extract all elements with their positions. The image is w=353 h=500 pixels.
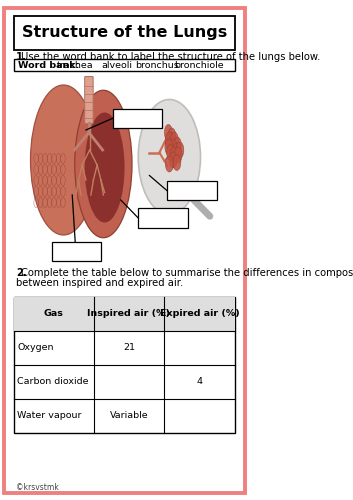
FancyBboxPatch shape xyxy=(4,8,245,492)
Text: Water vapour: Water vapour xyxy=(17,412,82,420)
Text: Use the word bank to label the structure of the lungs below.: Use the word bank to label the structure… xyxy=(21,52,321,62)
Text: 2.: 2. xyxy=(16,268,27,278)
Text: Variable: Variable xyxy=(110,412,148,420)
FancyBboxPatch shape xyxy=(85,76,93,124)
Text: alveoli: alveoli xyxy=(102,60,133,70)
FancyBboxPatch shape xyxy=(14,297,235,331)
Text: 4: 4 xyxy=(197,378,203,386)
Circle shape xyxy=(165,139,173,155)
Circle shape xyxy=(173,137,181,153)
Text: Structure of the Lungs: Structure of the Lungs xyxy=(22,25,227,40)
Text: between inspired and expired air.: between inspired and expired air. xyxy=(16,278,184,288)
Ellipse shape xyxy=(85,112,125,222)
Text: trachea: trachea xyxy=(56,60,93,70)
Circle shape xyxy=(167,144,175,160)
Ellipse shape xyxy=(75,90,132,238)
Circle shape xyxy=(176,142,184,158)
FancyBboxPatch shape xyxy=(167,181,217,200)
Text: ©krsvstmk: ©krsvstmk xyxy=(16,483,59,492)
FancyBboxPatch shape xyxy=(52,242,101,261)
Ellipse shape xyxy=(138,100,201,214)
Text: Expired air (%): Expired air (%) xyxy=(160,310,240,318)
Circle shape xyxy=(166,156,173,172)
Circle shape xyxy=(174,147,182,163)
FancyBboxPatch shape xyxy=(14,59,235,71)
Text: bronchus: bronchus xyxy=(135,60,179,70)
Circle shape xyxy=(169,152,177,168)
Text: Complete the table below to summarise the differences in composition: Complete the table below to summarise th… xyxy=(21,268,353,278)
Circle shape xyxy=(173,143,181,159)
Text: Gas: Gas xyxy=(44,310,64,318)
FancyBboxPatch shape xyxy=(14,16,235,50)
Circle shape xyxy=(164,124,172,140)
Circle shape xyxy=(168,128,176,144)
Text: Oxygen: Oxygen xyxy=(17,344,54,352)
Text: Carbon dioxide: Carbon dioxide xyxy=(17,378,89,386)
Circle shape xyxy=(170,147,178,163)
FancyBboxPatch shape xyxy=(138,208,188,228)
Text: Inspired air (%): Inspired air (%) xyxy=(88,310,170,318)
Circle shape xyxy=(166,132,173,148)
FancyBboxPatch shape xyxy=(14,297,235,433)
Circle shape xyxy=(170,132,178,148)
FancyBboxPatch shape xyxy=(113,108,162,128)
Circle shape xyxy=(173,154,181,170)
Text: Word bank:: Word bank: xyxy=(18,60,79,70)
Text: bronchiole: bronchiole xyxy=(174,60,224,70)
Ellipse shape xyxy=(30,85,96,235)
Text: 1.: 1. xyxy=(16,52,27,62)
Circle shape xyxy=(169,140,177,156)
Text: 21: 21 xyxy=(123,344,135,352)
